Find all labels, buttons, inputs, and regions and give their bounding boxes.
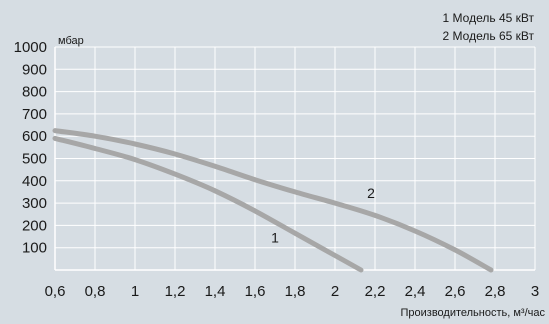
y-tick-label-7: 800 — [22, 84, 47, 101]
x-tick-label-4: 1,4 — [205, 283, 226, 300]
y-tick-label-5: 600 — [22, 128, 47, 145]
series-line-2 — [52, 128, 494, 273]
legend-entry-2: 2 Модель 65 кВт — [443, 29, 535, 43]
x-tick-label-9: 2,4 — [405, 283, 426, 300]
curve-label-2: 2 — [367, 185, 375, 201]
x-tick-label-3: 1,2 — [165, 283, 186, 300]
series — [52, 128, 494, 273]
x-tick-label-10: 2,6 — [445, 283, 466, 300]
curve-label-1: 1 — [271, 230, 279, 246]
x-tick-label-1: 0,8 — [85, 283, 106, 300]
x-axis-label: Производительность, м³/час — [400, 307, 545, 319]
x-tick-label-2: 1 — [131, 283, 139, 300]
legend-entry-1: 1 Модель 45 кВт — [443, 11, 535, 25]
y-tick-label-0: 100 — [22, 240, 47, 257]
x-tick-label-8: 2,2 — [365, 283, 386, 300]
y-tick-label-4: 500 — [22, 151, 47, 168]
x-tick-label-12: 3 — [531, 283, 539, 300]
series-line-1 — [52, 135, 364, 273]
x-tick-label-7: 2 — [331, 283, 339, 300]
labels: 100 200 300 400 500 600 700 800 900 1000 0,6 0,8 1 1,… — [14, 39, 540, 300]
y-tick-label-9: 1000 — [14, 39, 47, 56]
x-tick-label-5: 1,6 — [245, 283, 266, 300]
y-tick-label-3: 400 — [22, 173, 47, 190]
axes — [54, 47, 535, 271]
x-tick-label-0: 0,6 — [45, 283, 66, 300]
y-tick-label-6: 700 — [22, 106, 47, 123]
x-tick-label-11: 2,8 — [485, 283, 506, 300]
y-tick-label-8: 900 — [22, 61, 47, 78]
y-axis-unit-label: мбар — [58, 35, 84, 47]
x-tick-label-6: 1,8 — [285, 283, 306, 300]
y-tick-label-2: 300 — [22, 195, 47, 212]
y-tick-label-1: 200 — [22, 217, 47, 234]
